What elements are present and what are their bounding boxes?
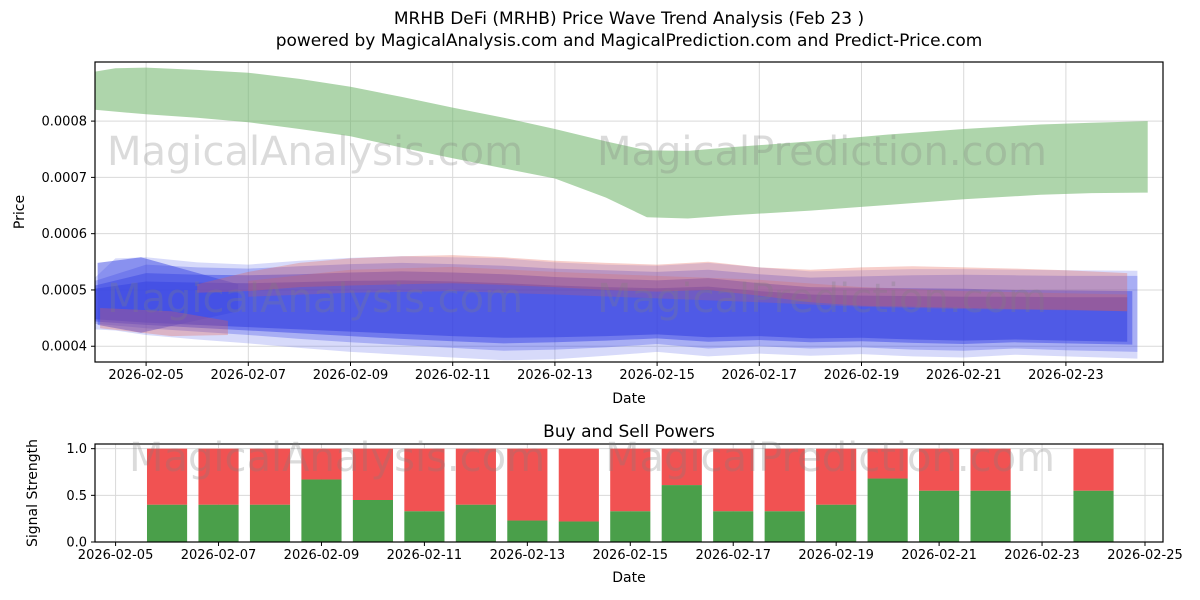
buy-power-bar (146, 504, 188, 542)
y-tick-label: 0.0007 (42, 171, 88, 186)
sell-power-bar (301, 448, 342, 480)
buy-power-bar (764, 511, 805, 542)
buy-power-bar (455, 504, 496, 542)
figure-title: MRHB DeFi (MRHB) Price Wave Trend Analys… (393, 9, 865, 29)
figure-subtitle: powered by MagicalAnalysis.com and Magic… (275, 31, 983, 51)
date-axis-label-top: Date (612, 391, 646, 407)
bar-chart-title: Buy and Sell Powers (543, 422, 715, 442)
buy-power-bar (198, 504, 239, 542)
band-blue-wave-core (95, 280, 1128, 342)
buy-power-bar (404, 511, 445, 542)
x-tick-label: 2026-02-13 (490, 548, 566, 563)
buy-power-bar (661, 485, 702, 542)
buy-power-bar (713, 511, 754, 542)
sell-power-bar (867, 448, 908, 479)
y-tick-label: 0.0 (66, 536, 87, 551)
sell-power-bar (455, 448, 496, 505)
buy-power-bar (919, 490, 960, 542)
y-tick-label: 0.0008 (42, 115, 88, 130)
band-blue-left-blob (97, 257, 239, 333)
date-axis-label-bottom: Date (612, 570, 646, 586)
y-tick-label: 1.0 (66, 442, 87, 457)
plot-border (94, 443, 1164, 543)
sell-power-bar (919, 448, 960, 491)
band-pink-wave-inner (248, 266, 1128, 312)
sell-power-bar (404, 448, 445, 512)
y-tick-label: 0.0006 (42, 227, 88, 242)
sell-power-bar (970, 448, 1011, 491)
x-tick-label: 2026-02-07 (211, 368, 287, 383)
sell-power-bar (713, 448, 754, 512)
x-tick-label: 2026-02-17 (695, 548, 771, 563)
x-tick-label: 2026-02-09 (313, 368, 389, 383)
buy-power-bar (352, 500, 394, 542)
x-tick-label: 2026-02-09 (284, 548, 360, 563)
sell-power-bar (661, 448, 702, 486)
x-tick-label: 2026-02-15 (619, 368, 695, 383)
band-pink-left-patch (100, 308, 228, 337)
sell-power-bar (1073, 448, 1114, 491)
x-tick-label: 2026-02-15 (593, 548, 669, 563)
price-axis-label: Price (12, 194, 28, 230)
buy-power-bar (301, 479, 342, 542)
plot-border (94, 61, 1164, 363)
sell-power-bar (249, 448, 291, 505)
buy-power-bar (249, 504, 291, 542)
y-tick-label: 0.0004 (42, 340, 88, 355)
buy-power-bar (1073, 490, 1114, 542)
sell-power-bar (146, 448, 188, 505)
buy-power-bar (970, 490, 1011, 542)
sell-power-bar (816, 448, 857, 505)
x-tick-label: 2026-02-17 (722, 368, 798, 383)
x-tick-label: 2026-02-21 (926, 368, 1002, 383)
x-tick-label: 2026-02-07 (181, 548, 257, 563)
band-upper-green-wave (95, 67, 1148, 219)
x-tick-label: 2026-02-11 (415, 368, 491, 383)
x-tick-label: 2026-02-23 (1028, 368, 1104, 383)
y-tick-label: 0.5 (66, 489, 87, 504)
signal-strength-axis-label: Signal Strength (25, 438, 41, 548)
x-tick-label: 2026-02-05 (78, 548, 154, 563)
x-tick-label: 2026-02-19 (798, 548, 874, 563)
x-tick-label: 2026-02-23 (1004, 548, 1080, 563)
sell-power-bar (610, 448, 651, 512)
buy-power-bar (558, 521, 599, 542)
sell-power-bar (507, 448, 548, 521)
buy-sell-powers-chart: 2026-02-05 2026-02-07 2026-02-09 2026-02-11… (66, 442, 1182, 563)
x-tick-label: 2026-02-21 (901, 548, 977, 563)
band-pink-wave-upper (197, 255, 1128, 312)
sell-power-bar (764, 448, 805, 512)
buy-power-bar (507, 520, 548, 542)
buy-power-bar (610, 511, 651, 542)
buy-power-bar (816, 504, 857, 542)
sell-power-bar (198, 448, 239, 505)
buy-power-bar (867, 478, 908, 542)
x-tick-label: 2026-02-19 (824, 368, 900, 383)
sell-power-bar (352, 448, 394, 500)
x-tick-label: 2026-02-13 (517, 368, 593, 383)
x-tick-label: 2026-02-11 (387, 548, 463, 563)
y-tick-label: 0.0005 (42, 283, 88, 298)
x-tick-label: 2026-02-05 (108, 368, 184, 383)
x-tick-label: 2026-02-25 (1107, 548, 1183, 563)
price-wave-chart: 2026-02-05 2026-02-07 2026-02-09 2026-02-11… (42, 61, 1164, 383)
sell-power-bar (558, 448, 599, 522)
